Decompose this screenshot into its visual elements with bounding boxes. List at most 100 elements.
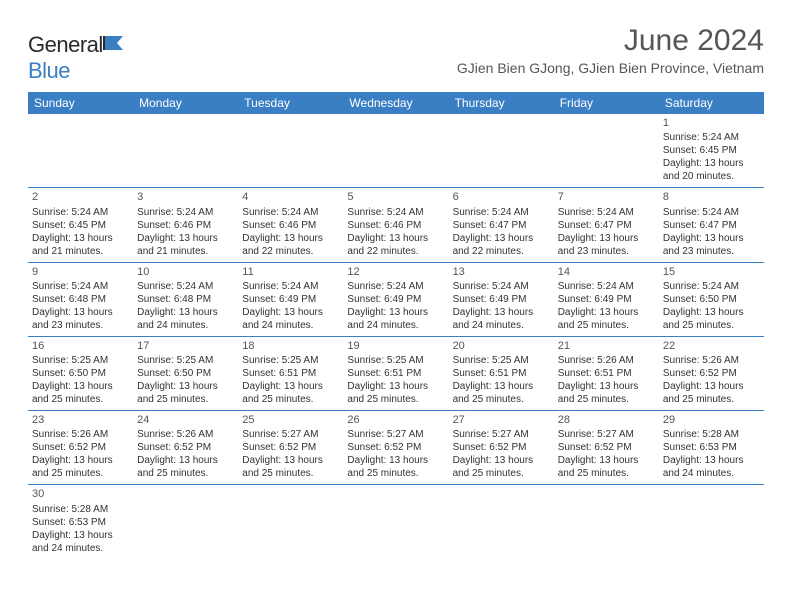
cell-ss: Sunset: 6:53 PM xyxy=(32,516,129,529)
day-number: 4 xyxy=(242,190,339,204)
cell-dl2: and 24 minutes. xyxy=(453,319,550,332)
calendar-head: SundayMondayTuesdayWednesdayThursdayFrid… xyxy=(28,92,764,114)
day-number: 15 xyxy=(663,265,760,279)
cell-dl2: and 23 minutes. xyxy=(558,245,655,258)
calendar-cell-empty xyxy=(659,485,764,559)
calendar-cell: 18Sunrise: 5:25 AMSunset: 6:51 PMDayligh… xyxy=(238,336,343,410)
cell-sr: Sunrise: 5:24 AM xyxy=(242,280,339,293)
cell-dl2: and 24 minutes. xyxy=(242,319,339,332)
cell-dl2: and 24 minutes. xyxy=(347,319,444,332)
calendar-cell-empty xyxy=(449,485,554,559)
calendar-cell: 15Sunrise: 5:24 AMSunset: 6:50 PMDayligh… xyxy=(659,262,764,336)
cell-ss: Sunset: 6:51 PM xyxy=(347,367,444,380)
day-number: 2 xyxy=(32,190,129,204)
cell-ss: Sunset: 6:52 PM xyxy=(137,441,234,454)
calendar-cell-empty xyxy=(343,114,448,188)
cell-sr: Sunrise: 5:24 AM xyxy=(347,206,444,219)
cell-ss: Sunset: 6:52 PM xyxy=(663,367,760,380)
day-number: 5 xyxy=(347,190,444,204)
cell-sr: Sunrise: 5:24 AM xyxy=(453,206,550,219)
day-header: Thursday xyxy=(449,92,554,114)
cell-dl1: Daylight: 13 hours xyxy=(32,232,129,245)
day-number: 17 xyxy=(137,339,234,353)
cell-ss: Sunset: 6:49 PM xyxy=(453,293,550,306)
cell-ss: Sunset: 6:46 PM xyxy=(137,219,234,232)
cell-ss: Sunset: 6:47 PM xyxy=(663,219,760,232)
day-number: 16 xyxy=(32,339,129,353)
cell-dl1: Daylight: 13 hours xyxy=(558,454,655,467)
day-number: 14 xyxy=(558,265,655,279)
cell-sr: Sunrise: 5:25 AM xyxy=(32,354,129,367)
cell-ss: Sunset: 6:51 PM xyxy=(558,367,655,380)
cell-ss: Sunset: 6:48 PM xyxy=(32,293,129,306)
day-number: 25 xyxy=(242,413,339,427)
cell-dl2: and 25 minutes. xyxy=(242,393,339,406)
calendar-cell-empty xyxy=(133,114,238,188)
calendar-cell: 23Sunrise: 5:26 AMSunset: 6:52 PMDayligh… xyxy=(28,411,133,485)
cell-ss: Sunset: 6:48 PM xyxy=(137,293,234,306)
cell-dl1: Daylight: 13 hours xyxy=(137,232,234,245)
day-number: 30 xyxy=(32,487,129,501)
cell-ss: Sunset: 6:49 PM xyxy=(242,293,339,306)
calendar-cell: 29Sunrise: 5:28 AMSunset: 6:53 PMDayligh… xyxy=(659,411,764,485)
calendar-cell-empty xyxy=(554,485,659,559)
cell-dl1: Daylight: 13 hours xyxy=(242,380,339,393)
cell-ss: Sunset: 6:53 PM xyxy=(663,441,760,454)
day-number: 20 xyxy=(453,339,550,353)
calendar-cell: 3Sunrise: 5:24 AMSunset: 6:46 PMDaylight… xyxy=(133,188,238,262)
day-number: 3 xyxy=(137,190,234,204)
logo-text-dark: General xyxy=(28,32,103,57)
calendar-row: 1Sunrise: 5:24 AMSunset: 6:45 PMDaylight… xyxy=(28,114,764,188)
cell-sr: Sunrise: 5:24 AM xyxy=(663,280,760,293)
cell-dl1: Daylight: 13 hours xyxy=(663,232,760,245)
calendar-cell: 2Sunrise: 5:24 AMSunset: 6:45 PMDaylight… xyxy=(28,188,133,262)
cell-dl2: and 22 minutes. xyxy=(242,245,339,258)
calendar-row: 30Sunrise: 5:28 AMSunset: 6:53 PMDayligh… xyxy=(28,485,764,559)
cell-sr: Sunrise: 5:25 AM xyxy=(453,354,550,367)
day-number: 6 xyxy=(453,190,550,204)
cell-dl1: Daylight: 13 hours xyxy=(32,454,129,467)
cell-ss: Sunset: 6:46 PM xyxy=(242,219,339,232)
cell-ss: Sunset: 6:47 PM xyxy=(558,219,655,232)
location-text: GJien Bien GJong, GJien Bien Province, V… xyxy=(457,60,764,76)
cell-sr: Sunrise: 5:24 AM xyxy=(558,280,655,293)
day-number: 18 xyxy=(242,339,339,353)
cell-sr: Sunrise: 5:24 AM xyxy=(347,280,444,293)
calendar-cell: 8Sunrise: 5:24 AMSunset: 6:47 PMDaylight… xyxy=(659,188,764,262)
cell-dl2: and 22 minutes. xyxy=(347,245,444,258)
cell-dl1: Daylight: 13 hours xyxy=(137,306,234,319)
day-number: 11 xyxy=(242,265,339,279)
calendar-cell: 20Sunrise: 5:25 AMSunset: 6:51 PMDayligh… xyxy=(449,336,554,410)
logo: GeneralBlue xyxy=(28,32,127,84)
calendar-cell: 12Sunrise: 5:24 AMSunset: 6:49 PMDayligh… xyxy=(343,262,448,336)
calendar-cell: 25Sunrise: 5:27 AMSunset: 6:52 PMDayligh… xyxy=(238,411,343,485)
calendar-cell-empty xyxy=(133,485,238,559)
calendar-cell: 21Sunrise: 5:26 AMSunset: 6:51 PMDayligh… xyxy=(554,336,659,410)
calendar-cell: 7Sunrise: 5:24 AMSunset: 6:47 PMDaylight… xyxy=(554,188,659,262)
cell-dl1: Daylight: 13 hours xyxy=(453,380,550,393)
cell-ss: Sunset: 6:50 PM xyxy=(663,293,760,306)
day-header: Tuesday xyxy=(238,92,343,114)
day-number: 9 xyxy=(32,265,129,279)
cell-dl1: Daylight: 13 hours xyxy=(347,306,444,319)
day-header: Saturday xyxy=(659,92,764,114)
cell-dl2: and 25 minutes. xyxy=(347,467,444,480)
calendar-cell: 6Sunrise: 5:24 AMSunset: 6:47 PMDaylight… xyxy=(449,188,554,262)
cell-dl2: and 25 minutes. xyxy=(137,467,234,480)
calendar-cell-empty xyxy=(238,485,343,559)
cell-dl2: and 23 minutes. xyxy=(663,245,760,258)
cell-sr: Sunrise: 5:28 AM xyxy=(32,503,129,516)
title-block: June 2024 GJien Bien GJong, GJien Bien P… xyxy=(457,24,764,76)
cell-dl1: Daylight: 13 hours xyxy=(242,454,339,467)
cell-dl2: and 23 minutes. xyxy=(32,319,129,332)
calendar-cell-empty xyxy=(238,114,343,188)
cell-dl1: Daylight: 13 hours xyxy=(242,306,339,319)
cell-ss: Sunset: 6:47 PM xyxy=(453,219,550,232)
cell-dl2: and 25 minutes. xyxy=(347,393,444,406)
calendar-row: 9Sunrise: 5:24 AMSunset: 6:48 PMDaylight… xyxy=(28,262,764,336)
cell-dl2: and 25 minutes. xyxy=(453,393,550,406)
cell-sr: Sunrise: 5:24 AM xyxy=(137,280,234,293)
cell-sr: Sunrise: 5:26 AM xyxy=(663,354,760,367)
day-number: 8 xyxy=(663,190,760,204)
day-number: 19 xyxy=(347,339,444,353)
